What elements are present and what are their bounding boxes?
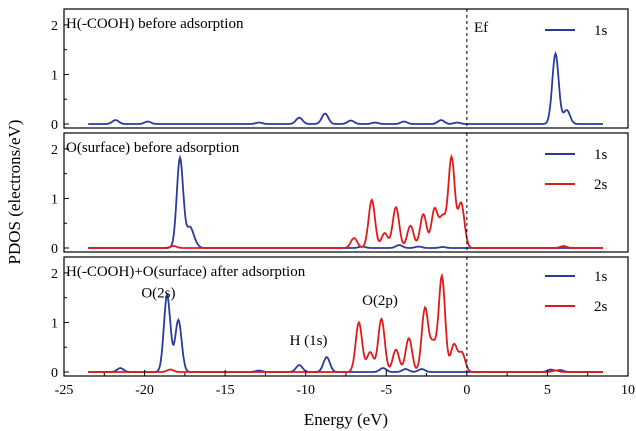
x-tick-label: 10 xyxy=(621,383,635,398)
panel-1-legend-label-1s: 1s xyxy=(594,23,608,39)
curve-panel-3-series-1s xyxy=(88,292,603,373)
panel-1-legend: 1s xyxy=(545,23,608,39)
panel-3-legend: 1s 2s xyxy=(545,269,608,315)
panel-2-frame xyxy=(63,132,629,253)
x-tick-label: -5 xyxy=(380,383,392,398)
annotation-o2p: O(2p) xyxy=(362,293,398,309)
x-tick-label: 5 xyxy=(544,383,551,398)
panel-2-title: O(surface) before adsorption xyxy=(66,140,240,156)
panel-2-ytick-label: 1 xyxy=(51,192,58,207)
panel-3-yticks: 0 1 2 xyxy=(51,267,69,381)
x-tick-label: 0 xyxy=(463,383,470,398)
panel-1-yticks: 0 1 2 xyxy=(51,19,69,133)
panel-3-title: H(-COOH)+O(surface) after adsorption xyxy=(66,264,306,280)
panel-2-curves xyxy=(88,153,603,249)
panel-3-legend-label-2s: 2s xyxy=(594,299,608,315)
y-axis-label: PDOS (electrons/eV) xyxy=(5,120,24,265)
panel-2: 0 1 2 O(surface) before adsorption 1s 2s xyxy=(51,132,629,257)
panel-3-ytick-label: 2 xyxy=(51,267,58,282)
curve-panel-1-series-1s xyxy=(88,51,603,125)
x-axis-label: Energy (eV) xyxy=(304,410,388,429)
x-tick-label: -25 xyxy=(55,383,74,398)
curve-panel-2-series-2s xyxy=(88,153,603,249)
panel-3-legend-label-1s: 1s xyxy=(594,269,608,285)
panel-2-yticks: 0 1 2 xyxy=(51,143,69,257)
panel-1-curves xyxy=(88,51,603,125)
curve-panel-2-series-1s xyxy=(88,154,603,249)
fermi-label: Ef xyxy=(474,20,488,36)
curve-panel-3-series-2s xyxy=(88,272,603,373)
x-tick-label: -20 xyxy=(135,383,154,398)
panel-1-frame xyxy=(63,8,629,129)
annotation-o2s: O(2s) xyxy=(141,286,175,302)
x-tick-label: -10 xyxy=(296,383,315,398)
panel-2-legend: 1s 2s xyxy=(545,147,608,193)
panel-3-ytick-label: 1 xyxy=(51,316,58,331)
panel-2-ytick-label: 2 xyxy=(51,143,58,158)
panel-3-curves xyxy=(88,272,603,373)
panel-2-legend-label-1s: 1s xyxy=(594,147,608,163)
panel-1-ytick-label: 0 xyxy=(51,118,58,133)
panel-1-ytick-label: 1 xyxy=(51,68,58,83)
panel-2-legend-label-2s: 2s xyxy=(594,177,608,193)
x-tick-label: -15 xyxy=(216,383,235,398)
panel-3: 0 1 2 H(-COOH)+O(surface) after adsorption… xyxy=(51,256,629,381)
annotation-h1s: H (1s) xyxy=(290,333,328,349)
panel-1-title: H(-COOH) before adsorption xyxy=(66,16,244,32)
panel-2-ytick-label: 0 xyxy=(51,242,58,257)
x-axis: -25 -20 -15 -10 -5 0 5 10 xyxy=(55,370,635,398)
panel-1: 0 1 2 H(-COOH) before adsorption Ef 1s xyxy=(51,8,629,133)
panel-3-ytick-label: 0 xyxy=(51,366,58,381)
panel-1-ytick-label: 2 xyxy=(51,19,58,34)
